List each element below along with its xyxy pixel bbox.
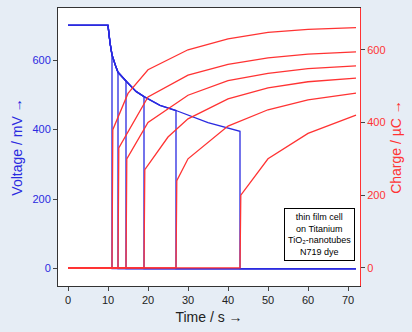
svg-text:600: 600 [367,44,385,56]
svg-text:60: 60 [302,294,314,306]
svg-text:200: 200 [367,189,385,201]
svg-text:40: 40 [222,294,234,306]
svg-text:600: 600 [32,54,50,66]
svg-text:50: 50 [262,294,274,306]
svg-text:Voltage / mV →: Voltage / mV → [9,98,25,195]
svg-text:400: 400 [32,123,50,135]
svg-text:Charge / µC →: Charge / µC → [388,100,404,194]
svg-text:200: 200 [32,193,50,205]
svg-text:0: 0 [65,294,71,306]
svg-text:70: 70 [342,294,354,306]
svg-text:thin film cellon TitaniumTiO₂-: thin film cellon TitaniumTiO₂-nanotubesN… [288,212,351,257]
svg-text:Time / s →: Time / s → [175,309,242,325]
svg-text:400: 400 [367,116,385,128]
svg-text:10: 10 [102,294,114,306]
svg-text:0: 0 [45,262,51,274]
svg-text:0: 0 [367,262,373,274]
svg-text:20: 20 [142,294,154,306]
svg-text:30: 30 [182,294,194,306]
